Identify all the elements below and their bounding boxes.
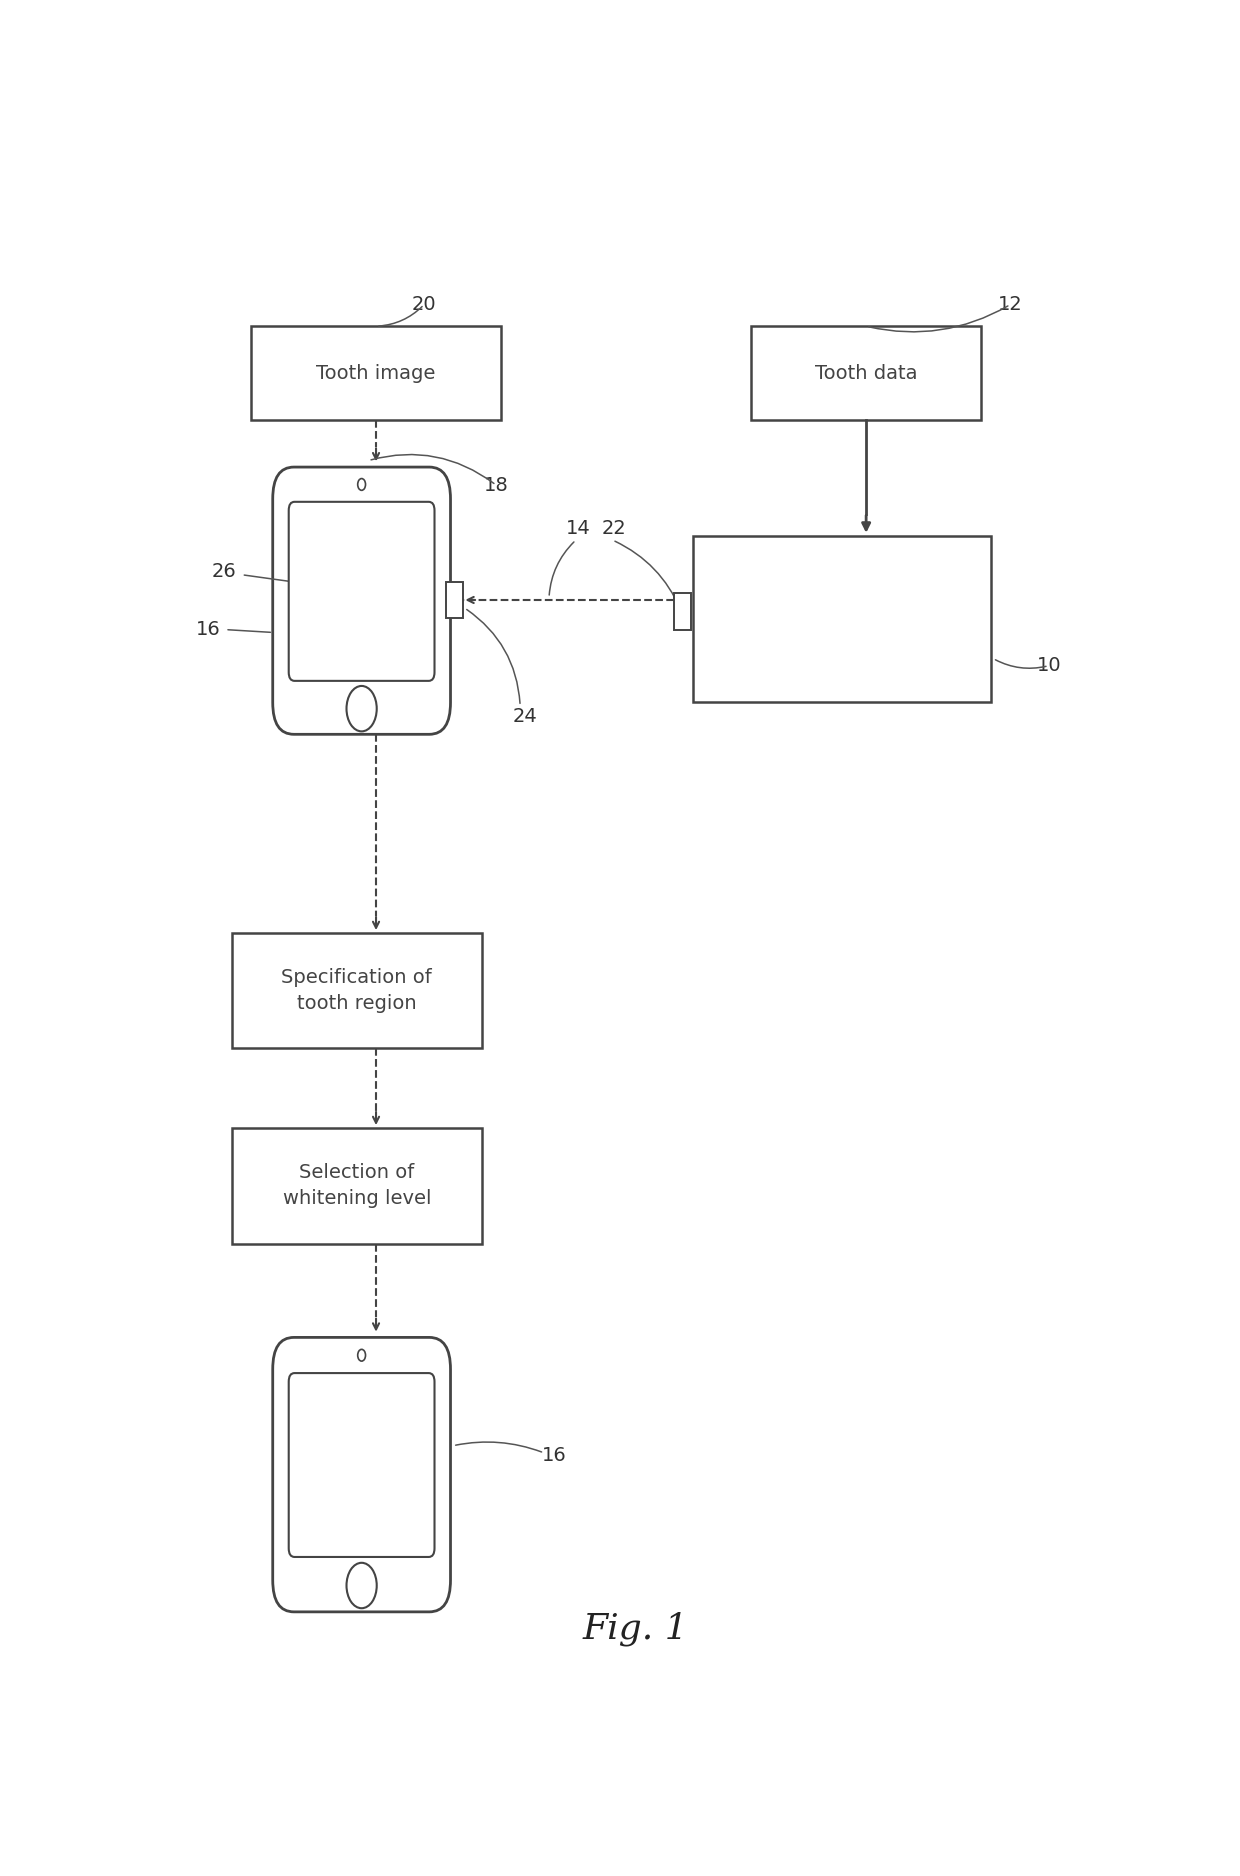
Circle shape (346, 1563, 377, 1608)
FancyBboxPatch shape (289, 1373, 434, 1557)
Text: Tooth data: Tooth data (815, 364, 918, 383)
Text: 16: 16 (542, 1446, 567, 1465)
Text: 20: 20 (412, 295, 436, 313)
Circle shape (357, 478, 366, 490)
Bar (446, 582, 464, 617)
Bar (232, 932, 481, 1049)
Circle shape (357, 1349, 366, 1362)
Text: 22: 22 (601, 520, 626, 538)
Text: 10: 10 (1037, 657, 1061, 675)
FancyBboxPatch shape (273, 1338, 450, 1611)
Text: Specification of
tooth region: Specification of tooth region (281, 968, 433, 1013)
Text: 14: 14 (565, 520, 590, 538)
Text: Fig. 1: Fig. 1 (583, 1611, 688, 1647)
Bar (250, 326, 501, 420)
Text: Selection of
whitening level: Selection of whitening level (283, 1163, 432, 1208)
Circle shape (346, 687, 377, 732)
Text: 24: 24 (512, 707, 537, 726)
Bar (751, 326, 982, 420)
Bar (693, 537, 991, 702)
Bar (232, 1127, 481, 1244)
FancyBboxPatch shape (273, 467, 450, 734)
Bar (675, 593, 691, 630)
Text: Tooth image: Tooth image (316, 364, 435, 383)
Text: 16: 16 (196, 621, 221, 640)
Text: 26: 26 (212, 563, 237, 582)
Text: 12: 12 (998, 295, 1023, 313)
FancyBboxPatch shape (289, 501, 434, 681)
Text: 18: 18 (484, 477, 508, 495)
